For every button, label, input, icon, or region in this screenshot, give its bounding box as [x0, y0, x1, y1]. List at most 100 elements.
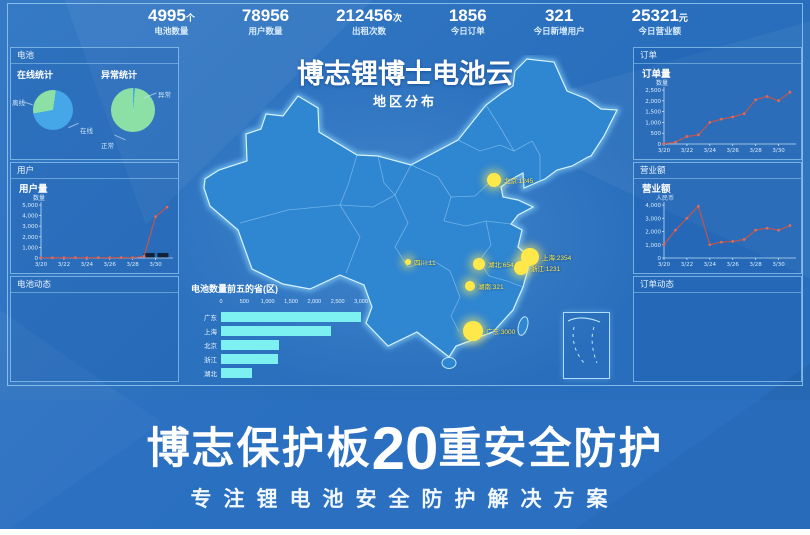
svg-text:1,000: 1,000 — [22, 245, 38, 251]
pie-label-online: 在线 — [80, 128, 93, 135]
pie-online-title: 在线统计 — [17, 70, 54, 80]
panel-battery: 电池 在线统计 异常统计 离线 在线 异常 正常 — [10, 47, 179, 160]
svg-text:3,000: 3,000 — [645, 216, 661, 222]
order-chart-title: 订单量 — [642, 69, 671, 80]
svg-text:3/20: 3/20 — [658, 148, 671, 154]
svg-text:2,500: 2,500 — [645, 88, 661, 94]
map-marker-label: 浙江:1231 — [531, 266, 561, 273]
svg-text:3/30: 3/30 — [772, 262, 785, 268]
province-borders — [239, 104, 541, 333]
panel-battery-feed-body — [11, 293, 178, 381]
bar-axis-tick: 2,500 — [330, 299, 345, 305]
map-marker-北京[interactable]: 北京:1245 — [487, 173, 533, 187]
pie-lead-line — [24, 101, 33, 106]
map-marker-四川[interactable]: 四川:11 — [405, 259, 436, 267]
map-marker-上海[interactable]: 上海:2354 — [521, 248, 571, 266]
svg-text:1,500: 1,500 — [645, 110, 661, 116]
header-stats: 4995个 电池数量 78956 用户数量 212456次 出租次数 1856 … — [148, 7, 688, 41]
panel-battery-body: 在线统计 异常统计 离线 在线 异常 正常 — [11, 64, 178, 159]
pie-online-chart[interactable] — [33, 90, 73, 130]
svg-text:3/28: 3/28 — [749, 148, 762, 154]
svg-text:3/26: 3/26 — [727, 262, 740, 268]
map-marker-湖北[interactable]: 湖北:654 — [473, 258, 514, 270]
panel-order-title: 订单 — [634, 48, 801, 64]
svg-text:3/22: 3/22 — [681, 262, 693, 268]
panel-battery-title: 电池 — [11, 48, 178, 64]
stat-user-count: 78956 用户数量 — [241, 6, 290, 36]
bar-track — [221, 368, 361, 378]
panel-order-feed-body — [634, 293, 801, 381]
svg-text:3/24: 3/24 — [704, 148, 717, 154]
pie-lead-line — [68, 122, 79, 129]
bar-row: 浙江 — [189, 352, 371, 366]
order-chart-axis-label: 数量 — [656, 81, 669, 87]
svg-text:2,000: 2,000 — [645, 230, 661, 236]
banner-subline: 专注锂电池安全防护解决方案 — [190, 488, 620, 511]
bar-fill[interactable] — [221, 354, 279, 364]
svg-text:5,000: 5,000 — [22, 203, 38, 209]
svg-text:4,000: 4,000 — [22, 214, 38, 220]
svg-text:3/20: 3/20 — [658, 262, 671, 268]
svg-text:4,000: 4,000 — [645, 203, 661, 209]
svg-text:500: 500 — [651, 131, 662, 137]
svg-text:3/24: 3/24 — [81, 262, 94, 268]
china-map-outline-glow — [201, 56, 621, 361]
bar-axis-tick: 3,000 — [354, 299, 368, 305]
svg-text:0: 0 — [658, 142, 662, 148]
svg-text:0: 0 — [35, 256, 39, 262]
panel-user: 用户 用户量 数量 5,000 4,000 3,000 2,000 1,000 0 3/20… — [10, 162, 179, 274]
svg-text:3/30: 3/30 — [772, 148, 785, 154]
svg-text:3/30: 3/30 — [149, 262, 162, 268]
bar-track — [221, 354, 361, 364]
panel-order: 订单 订单量 数量 2,500 2,000 1,500 1,000 500 0 3/20 3/… — [633, 47, 802, 160]
panel-battery-feed: 电池动态 — [10, 276, 179, 382]
pie-label-normal: 正常 — [101, 143, 114, 150]
bar-fill[interactable] — [221, 326, 331, 336]
bar-row: 北京 — [189, 338, 371, 352]
svg-text:3/24: 3/24 — [704, 262, 717, 268]
bar-category-label: 上海 — [204, 329, 217, 336]
bar-axis-tick: 1,500 — [284, 299, 298, 305]
revenue-line-chart[interactable]: 4,000 3,000 2,000 1,000 03/20 3/22 3/24 3/26 3/2… — [634, 197, 800, 272]
stat-today-orders: 1856 今日订单 — [448, 6, 487, 36]
panel-user-body: 用户量 数量 5,000 4,000 3,000 2,000 1,000 0 3/20 3/2… — [11, 179, 178, 273]
stat-rental-count: 212456次 出租次数 — [336, 6, 402, 36]
pie-label-offline: 离线 — [12, 100, 25, 107]
banner-headline: 博志保护板20重安全防护 — [146, 415, 664, 482]
bar-fill[interactable] — [221, 340, 280, 350]
bar-fill[interactable] — [221, 368, 252, 378]
bar-chart-rows: 广东 上海 北京 浙江 湖北 — [189, 310, 371, 380]
user-chart-title: 用户量 — [19, 184, 48, 195]
bar-row: 广东 — [189, 310, 371, 324]
panel-order-body: 订单量 数量 2,500 2,000 1,500 1,000 500 0 3/20 3/22 3… — [634, 64, 801, 159]
pie-abnormal-title: 异常统计 — [101, 70, 138, 80]
bar-chart-title: 电池数量前五的省(区) — [191, 284, 278, 294]
stat-today-revenue: 25321元 今日营业额 — [631, 6, 688, 36]
svg-text:1,000: 1,000 — [645, 243, 661, 249]
south-china-sea-inset — [563, 312, 610, 379]
map-marker-湖南[interactable]: 湖南:321 — [465, 281, 504, 291]
bottom-banner — [0, 400, 810, 529]
bar-category-label: 浙江 — [204, 357, 217, 364]
china-map[interactable] — [188, 55, 624, 385]
map-marker-label: 湖北:654 — [488, 262, 514, 269]
user-line-chart[interactable]: 5,000 4,000 3,000 2,000 1,000 03/20 3/22 3/24 3/… — [11, 197, 177, 272]
bar-axis-tick: 0 — [219, 299, 223, 305]
order-line-chart[interactable]: 2,500 2,000 1,500 1,000 500 03/20 3/22 3/24 3/26… — [634, 82, 800, 158]
svg-text:3/20: 3/20 — [35, 262, 48, 268]
top5-provinces-bar-chart[interactable]: 电池数量前五的省(区) 0 500 1,000 1,500 2,000 2,500 3,00… — [189, 282, 371, 382]
panel-revenue: 营业额 营业额 人民币 4,000 3,000 2,000 1,000 0 3/20 3/2… — [633, 162, 802, 274]
svg-text:3/26: 3/26 — [104, 262, 117, 268]
map-marker-浙江[interactable]: 浙江:1231 — [514, 261, 560, 275]
map-marker-广东[interactable]: 广东:3000 — [463, 321, 515, 341]
banner-number: 20 — [371, 415, 439, 482]
svg-text:3/28: 3/28 — [126, 262, 139, 268]
panel-order-feed: 订单动态 — [633, 276, 802, 382]
bar-fill[interactable] — [221, 312, 361, 322]
stat-battery-count: 4995个 电池数量 — [148, 6, 195, 36]
bottom-white-strip — [0, 529, 810, 535]
bar-axis-tick: 2,000 — [307, 299, 322, 305]
panel-revenue-title: 营业额 — [634, 163, 801, 179]
bar-category-label: 广东 — [204, 315, 217, 322]
